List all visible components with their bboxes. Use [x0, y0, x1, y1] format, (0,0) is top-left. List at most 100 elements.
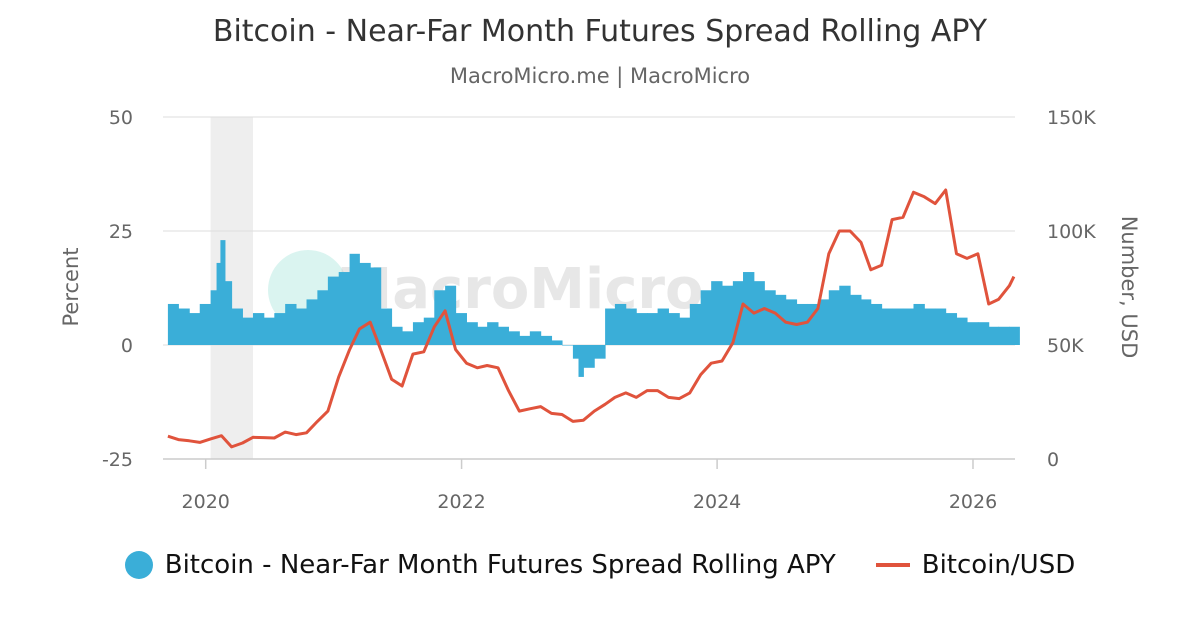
spread-bar [338, 272, 351, 345]
y-left-tick-label: 25 [109, 221, 133, 243]
spread-bar [605, 308, 616, 345]
spread-bar [216, 262, 221, 345]
price-line [167, 188, 1016, 449]
spread-bar [578, 345, 584, 377]
spread-bar [732, 281, 744, 345]
spread-bar [689, 303, 702, 345]
x-tick-label: 2024 [693, 491, 741, 513]
chart-plot: MacroMicro 50 150K 25 100K 0 50K -25 0 2020 2022 2… [59, 107, 1141, 513]
spread-bar [679, 317, 691, 345]
spread-bar [445, 285, 457, 345]
legend-label-price: Bitcoin/USD [921, 550, 1076, 580]
spread-bar [274, 313, 286, 345]
spread-bar [924, 308, 936, 345]
spread-bar [668, 313, 680, 345]
legend: Bitcoin - Near-Far Month Futures Spread … [0, 550, 1200, 580]
spread-bar [189, 313, 201, 345]
spread-bar [423, 317, 435, 345]
y-right-tick-label: 50K [1047, 335, 1084, 357]
y-left-axis-title: Percent [59, 247, 83, 326]
y-right-axis-title: Number, USD [1117, 216, 1141, 359]
spread-bar [242, 317, 254, 345]
spread-bar [391, 326, 403, 345]
spread-bar [956, 317, 968, 345]
spread-bar [380, 308, 393, 345]
spread-bar [349, 253, 360, 345]
spread-bar [306, 299, 318, 345]
legend-item-price[interactable]: Bitcoin/USD [875, 550, 1076, 580]
x-tick-label: 2020 [182, 491, 230, 513]
spread-bar [359, 262, 371, 345]
legend-dot-spread-icon [124, 551, 153, 579]
y-right-tick-label: 150K [1047, 107, 1096, 129]
spread-bar [540, 335, 553, 345]
spread-bar [178, 308, 190, 345]
spread-bar [285, 303, 297, 345]
spread-bar [508, 331, 520, 345]
spread-bar [807, 303, 819, 345]
spread-bars [167, 240, 1020, 377]
spread-bar [497, 326, 509, 345]
y-left-tick-label: -25 [102, 449, 133, 471]
spread-bar [210, 290, 218, 345]
spread-bar [370, 267, 382, 345]
spread-bar [327, 276, 340, 345]
y-right-tick-label: 0 [1047, 449, 1059, 471]
spread-bar [477, 326, 488, 345]
spread-bar [199, 303, 212, 345]
watermark-text: MacroMicro [336, 257, 703, 322]
spread-bar [850, 294, 862, 345]
spread-bar [317, 290, 329, 345]
spread-bar [594, 345, 606, 359]
chart-title: Bitcoin - Near-Far Month Futures Spread … [212, 14, 988, 49]
spread-bar [296, 308, 308, 345]
spread-bar [945, 313, 958, 345]
chart-subtitle: MacroMicro.me | MacroMicro [449, 64, 751, 88]
x-tick-label: 2026 [949, 491, 997, 513]
spread-bar [711, 281, 723, 345]
spread-bar [412, 322, 425, 345]
spread-bar [967, 322, 979, 345]
spread-bar [913, 303, 925, 345]
spread-bar [892, 308, 904, 345]
spread-bar [224, 281, 233, 345]
spread-bar [466, 322, 478, 345]
spread-bar [657, 308, 669, 345]
spread-bar [860, 299, 872, 345]
legend-label-spread: Bitcoin - Near-Far Month Futures Spread … [164, 550, 836, 580]
spread-bar [636, 313, 648, 345]
spread-bar [1009, 326, 1020, 345]
x-tick-label: 2022 [437, 491, 485, 513]
spread-bar [700, 290, 712, 345]
spread-bar [753, 281, 765, 345]
spread-bar [529, 331, 542, 345]
spread-bar [252, 313, 265, 345]
spread-bar [839, 285, 851, 345]
y-left-tick-label: 50 [109, 107, 133, 129]
spread-bar [562, 345, 574, 346]
spread-bar [881, 308, 893, 345]
y-right-tick-label: 100K [1047, 221, 1096, 243]
spread-bar [583, 345, 595, 368]
y-left-tick-label: 0 [121, 335, 133, 357]
legend-line-price-icon [875, 563, 910, 567]
spread-bar [614, 303, 627, 345]
spread-bar [231, 308, 243, 345]
spread-bar [902, 308, 914, 345]
spread-bar [977, 322, 990, 345]
spread-bar [220, 240, 226, 345]
watermark-layer: MacroMicro [268, 250, 704, 330]
legend-item-spread[interactable]: Bitcoin - Near-Far Month Futures Spread … [124, 550, 836, 580]
price-line-layer [167, 188, 1016, 449]
spread-bar [551, 340, 563, 345]
spread-bar [935, 308, 947, 345]
spread-bar [519, 335, 531, 345]
spread-bar [775, 294, 787, 345]
spread-bar [988, 326, 1000, 345]
spread-bar [625, 308, 637, 345]
spread-bar [647, 313, 659, 345]
spread-bar [828, 290, 840, 345]
spread-bar [817, 299, 830, 345]
spread-bar [167, 303, 179, 345]
